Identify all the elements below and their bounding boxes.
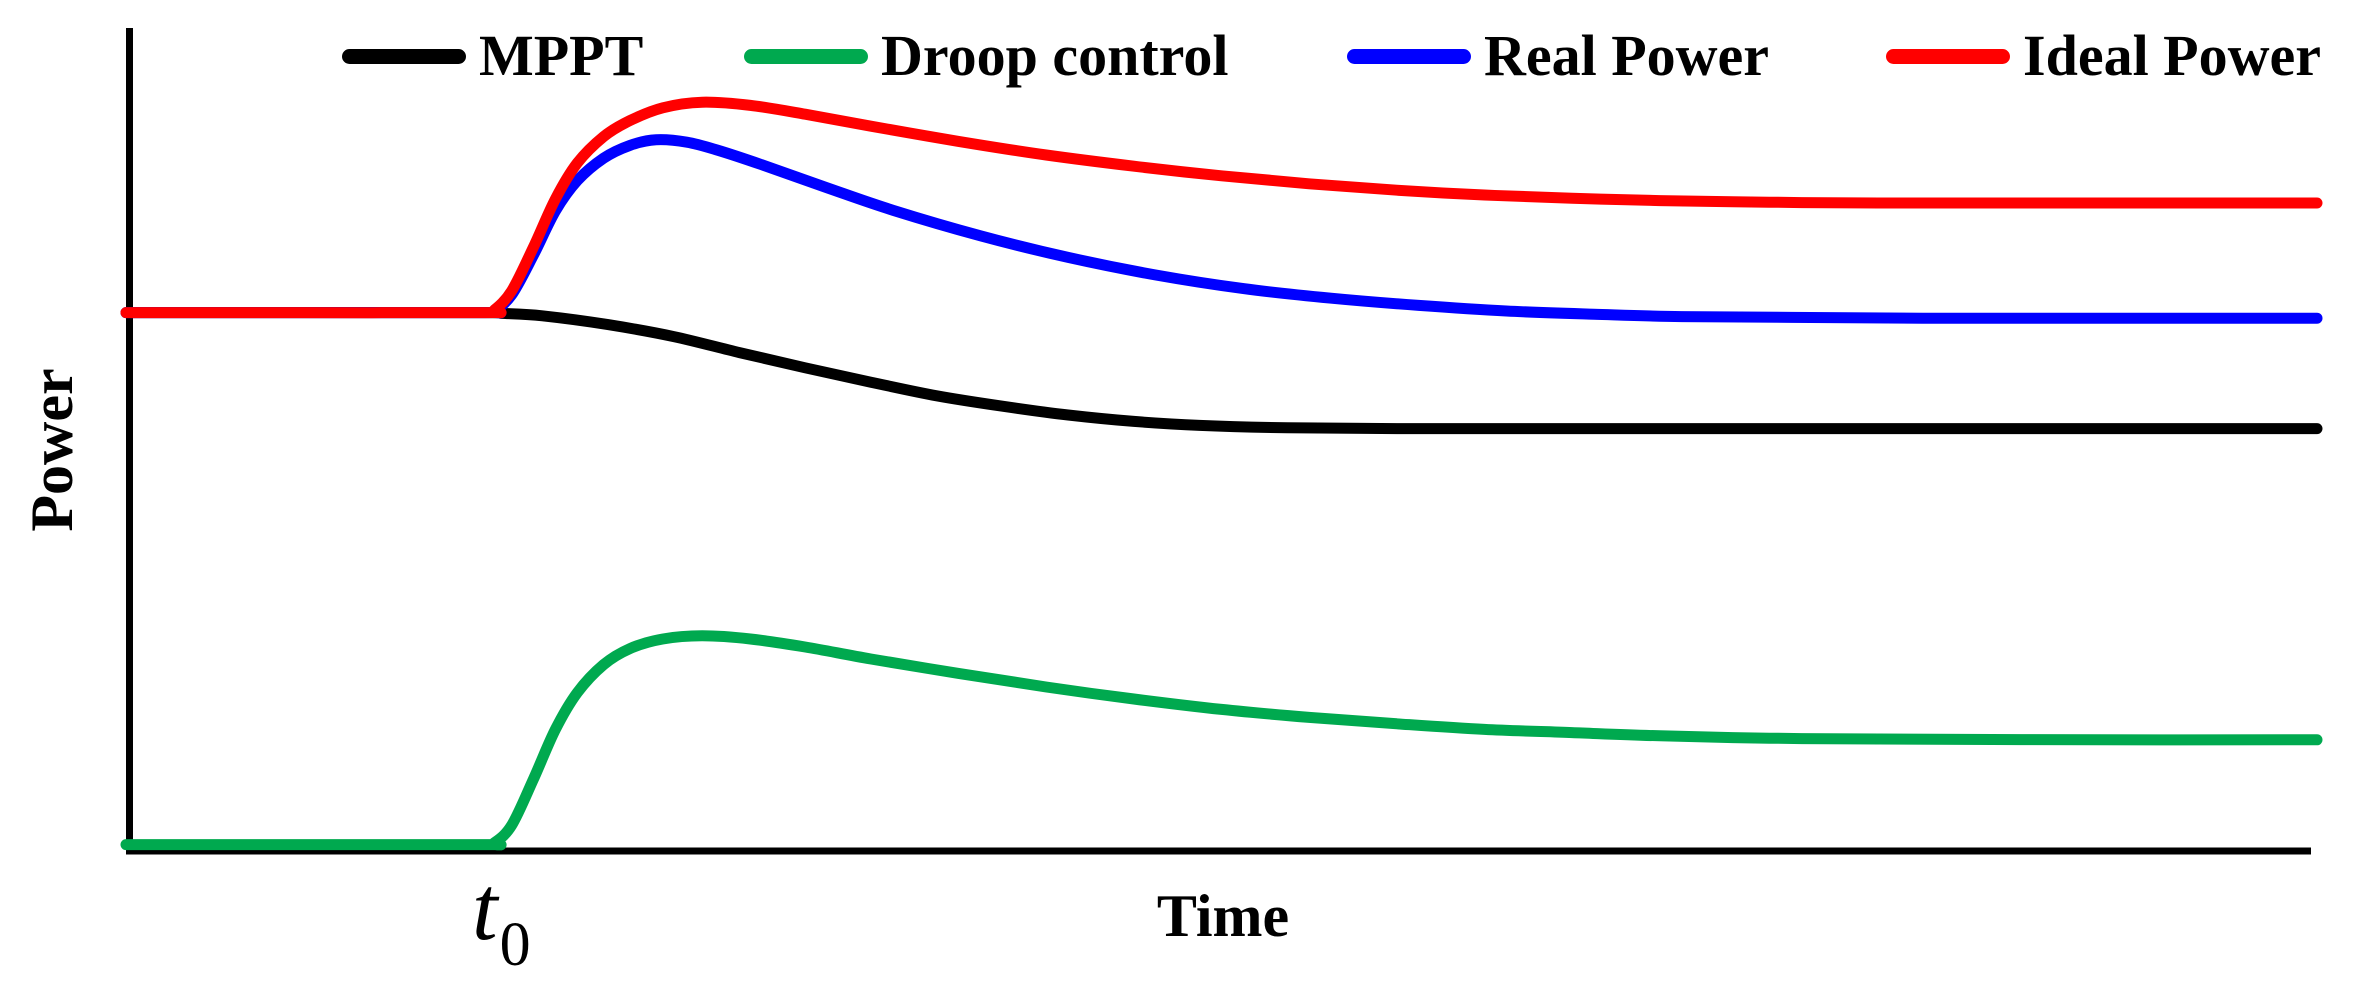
droop-line-swatch-icon bbox=[744, 48, 868, 64]
legend-item-droop: Droop control bbox=[744, 20, 1228, 92]
real-power-line-swatch-icon bbox=[1347, 48, 1471, 64]
mppt-line-swatch-icon bbox=[342, 48, 466, 64]
legend-item-real: Real Power bbox=[1347, 20, 1769, 92]
y-axis-label: Power bbox=[19, 368, 85, 532]
legend-item-ideal: Ideal Power bbox=[1886, 20, 2321, 92]
ideal-power-line-swatch-icon bbox=[1886, 48, 2010, 64]
x-axis-label: Time bbox=[1156, 883, 1290, 949]
droop-control-curve bbox=[120, 630, 2323, 851]
t0-tick-subscript: 0 bbox=[499, 911, 531, 979]
ideal-power-curve bbox=[120, 96, 2323, 319]
legend-label-real: Real Power bbox=[1484, 23, 1770, 88]
legend-label-mppt: MPPT bbox=[479, 23, 644, 88]
mppt-curve bbox=[120, 307, 2323, 435]
legend-label-droop: Droop control bbox=[881, 23, 1229, 88]
real-power-curve bbox=[120, 134, 2323, 324]
legend-label-ideal: Ideal Power bbox=[2023, 23, 2321, 88]
curves-group bbox=[120, 96, 2323, 851]
legend: MPPT Droop control Real Power Ideal Powe… bbox=[0, 0, 2368, 120]
t0-tick-label: t0 bbox=[472, 862, 531, 976]
axes-path bbox=[126, 28, 2311, 855]
legend-item-mppt: MPPT bbox=[342, 20, 643, 92]
t0-tick-main: t bbox=[472, 857, 498, 959]
